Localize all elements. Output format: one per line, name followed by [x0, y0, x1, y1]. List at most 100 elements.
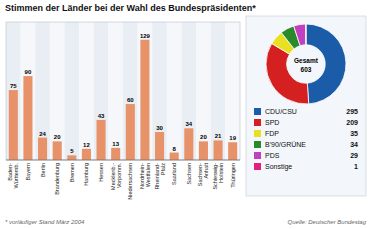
x-tick-label: Hamburg	[83, 163, 89, 186]
x-tick-label-line: Vorpomm.	[116, 163, 122, 189]
x-tick-label: Saarland	[171, 163, 177, 185]
pie-wedge	[294, 24, 306, 46]
column-shade	[94, 22, 109, 160]
bar	[97, 120, 106, 160]
x-tick-label-line: Holstein	[218, 163, 224, 183]
x-tick-label-line: Bayern	[25, 163, 31, 180]
pie-wedge	[305, 24, 306, 45]
x-tick-label: Sachsen	[186, 163, 192, 184]
center-total: 603	[301, 66, 312, 73]
column-shade	[138, 22, 153, 160]
bars	[9, 40, 237, 160]
background	[0, 0, 370, 229]
x-tick-label-line: Berlin	[39, 163, 45, 177]
x-tick-label-line: Thüringen	[230, 163, 236, 188]
bar	[199, 141, 208, 160]
x-tick-label-line: Hamburg	[83, 163, 89, 186]
legend-label: B'90/GRÜNE	[265, 141, 306, 148]
column-shade	[123, 22, 138, 160]
x-tick-label: Nordrhein-Westfalen	[139, 163, 151, 189]
x-tick-label: Niedersachsen	[127, 163, 133, 200]
bar	[155, 132, 164, 160]
data-label: 21	[215, 133, 222, 139]
legend-swatch	[254, 141, 261, 148]
column-shade	[152, 22, 167, 160]
data-label: 34	[350, 141, 358, 148]
footnote: * vorläufiger Stand März 2004	[5, 219, 85, 225]
x-tick-label: Baden-Württemb.	[7, 163, 19, 189]
bar	[53, 141, 62, 160]
column-shade	[211, 22, 226, 160]
pie-panel	[246, 16, 366, 196]
x-axis-line	[6, 160, 240, 161]
data-label: 20	[200, 134, 207, 140]
data-label: 30	[156, 125, 163, 131]
x-tick-label: Berlin	[39, 163, 45, 177]
column-shade	[35, 22, 50, 160]
legend-label: CDU/CSU	[265, 108, 297, 115]
x-tick-label-line: Sachsen	[186, 163, 192, 184]
x-tick-label: Schleswig-Holstein	[212, 163, 224, 190]
bar	[214, 140, 223, 160]
data-label: 20	[54, 134, 61, 140]
legend-label: PDS	[265, 152, 280, 159]
x-tick-label: Mecklenb.-Vorpomm.	[110, 163, 122, 190]
x-tick-label: Hessen	[98, 163, 104, 182]
chart-root: Stimmen der Länder bei der Wahl des Bund…	[0, 0, 370, 229]
data-label: 24	[39, 131, 46, 137]
bar	[184, 128, 193, 160]
legend-swatch	[254, 119, 261, 126]
column-shade	[65, 22, 80, 160]
source: Quelle: Deutscher Bundestag	[288, 219, 367, 225]
bar	[82, 149, 91, 160]
data-label: 90	[25, 69, 32, 75]
bar	[140, 40, 149, 160]
bar	[111, 148, 120, 160]
data-label: 295	[346, 108, 358, 115]
x-tick-label-line: Bremen	[69, 163, 75, 182]
column-shade	[225, 22, 240, 160]
x-tick-label: Thüringen	[230, 163, 236, 188]
data-label: 209	[346, 119, 358, 126]
data-label: 129	[140, 33, 151, 39]
plot-frame	[6, 22, 240, 160]
column-shade	[6, 22, 21, 160]
bar	[126, 104, 135, 160]
x-tick-label-line: Anhalt	[203, 163, 209, 179]
bar	[228, 142, 237, 160]
data-label: 29	[350, 152, 358, 159]
x-tick-label: Brandenburg	[54, 163, 60, 195]
x-tick-label: Bayern	[25, 163, 31, 180]
x-tick-label-line: Württemb.	[13, 163, 19, 189]
x-tick-label-line: Westfalen	[145, 163, 151, 187]
x-tick-label-line: Saarland	[171, 163, 177, 185]
column-shade	[79, 22, 94, 160]
bar	[67, 155, 76, 160]
data-label: 1	[354, 163, 358, 170]
x-tick-label: Rheinland-Pfalz	[153, 163, 165, 190]
x-tick-label: Bremen	[69, 163, 75, 182]
legend-label: Sonstige	[265, 163, 292, 171]
column-shade	[108, 22, 123, 160]
data-label: 13	[112, 141, 119, 147]
data-label: 75	[10, 83, 17, 89]
title: Stimmen der Länder bei der Wahl des Bund…	[5, 3, 256, 13]
legend-swatch	[254, 163, 261, 170]
legend-label: FDP	[265, 130, 279, 137]
x-tick-label-line: Hessen	[98, 163, 104, 182]
column-shade	[21, 22, 36, 160]
data-label: 19	[229, 135, 236, 141]
legend-swatch	[254, 108, 261, 115]
x-tick-label-line: Brandenburg	[54, 163, 60, 195]
data-label: 5	[70, 148, 74, 154]
column-shade	[196, 22, 211, 160]
data-label: 34	[185, 121, 192, 127]
legend-swatch	[254, 130, 261, 137]
legend-swatch	[254, 152, 261, 159]
bar	[9, 90, 18, 160]
bar	[23, 76, 32, 160]
bar	[170, 153, 179, 160]
column-shade	[167, 22, 182, 160]
data-label: 60	[127, 97, 134, 103]
data-label: 35	[350, 130, 358, 137]
